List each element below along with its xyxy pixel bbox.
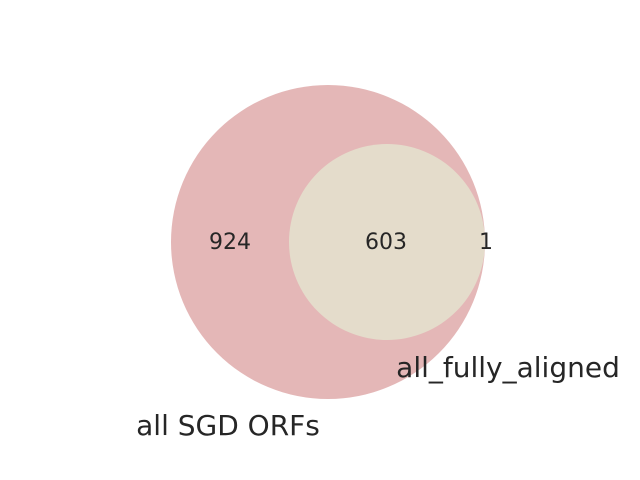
region-count-only-fully-aligned: 1 <box>479 230 493 255</box>
region-count-only-sgd-orfs: 924 <box>209 230 251 255</box>
set-label-all-sgd-orfs: all SGD ORFs <box>136 409 320 442</box>
set-label-all-fully-aligned: all_fully_aligned <box>396 351 620 384</box>
set-circle-all-fully-aligned <box>289 144 485 340</box>
region-count-intersection: 603 <box>365 230 407 255</box>
